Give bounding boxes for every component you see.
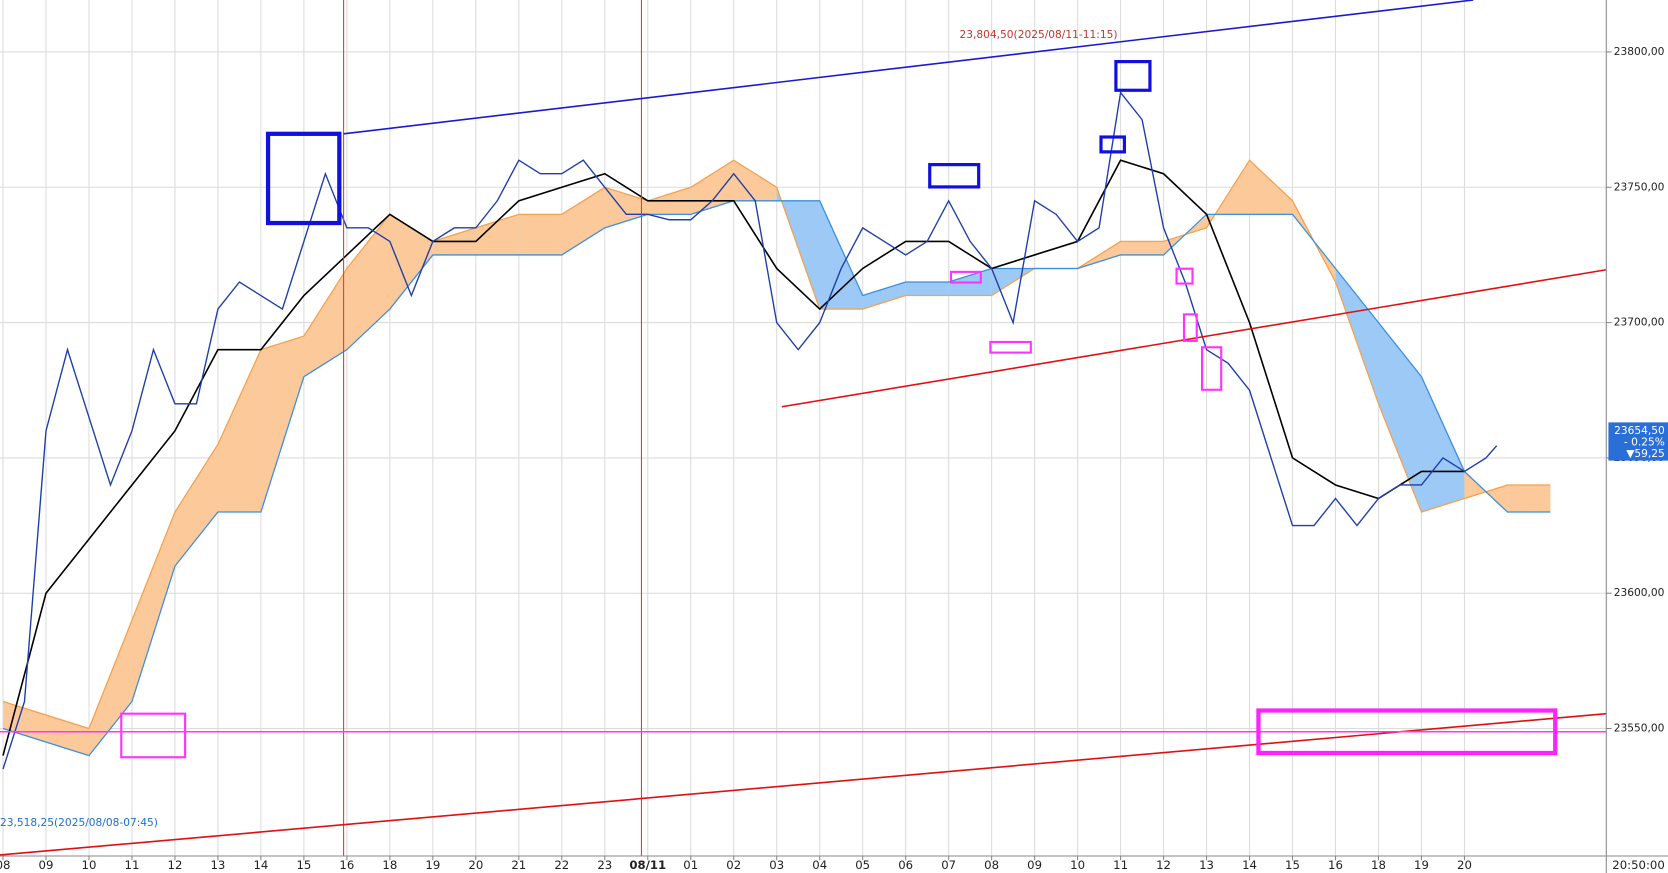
y-tick-label: 23750,00 [1614, 180, 1665, 193]
x-tick-label: 05 [855, 858, 870, 872]
x-tick-label: 21 [511, 858, 526, 872]
trend-line [343, 0, 1474, 135]
drawings [0, 0, 1607, 857]
y-tick-label: 23700,00 [1614, 316, 1665, 329]
x-tick-label: 02 [726, 858, 741, 872]
x-tick-label: 08/11 [629, 858, 666, 872]
cloud-segment [905, 281, 949, 296]
cloud-segment [1378, 322, 1422, 513]
cloud-segment [862, 281, 906, 310]
x-tick-label: 22 [554, 858, 569, 872]
cloud-segment [1335, 268, 1379, 404]
cloud-segment [3, 701, 89, 756]
x-tick-label: 10 [82, 858, 97, 872]
last-price-box [1608, 422, 1668, 461]
span-a [2, 159, 1551, 730]
box [928, 163, 981, 189]
box [1175, 267, 1194, 285]
x-tick-label: 08 [0, 858, 10, 872]
low-label: 23,518,25(2025/08/08-07:45) [0, 816, 158, 829]
x-tick-label: 20 [468, 858, 483, 872]
cloud [2, 159, 1551, 757]
last-price: 23654,50 [1614, 424, 1665, 437]
axis-labels: 08 09 10 11 12 13 14 15 16 18 19 20 21 22 23 08/11 01 02 0… [0, 45, 1665, 872]
y-tick-label: 23800,00 [1614, 45, 1665, 58]
x-tick-label: 18 [382, 858, 397, 872]
x-tick-label: 13 [1199, 858, 1214, 872]
x-tick-label: 16 [1328, 858, 1343, 872]
last-price: 23654,50- 0.25%▼59,25 [1608, 422, 1668, 461]
high-label: 23,804,50(2025/08/11-11:15) [960, 28, 1118, 41]
x-tick-label: 07 [941, 858, 956, 872]
x-tick-label: 09 [1027, 858, 1042, 872]
last-diff: ▼59,25 [1626, 447, 1665, 460]
y-tick-label: 23550,00 [1614, 722, 1665, 735]
x-tick-label: 19 [425, 858, 440, 872]
cloud-segment [561, 187, 605, 255]
x-tick-label: 18 [1371, 858, 1386, 872]
cloud-segment [1120, 241, 1164, 255]
grid [0, 0, 1607, 857]
box [989, 340, 1032, 354]
box [1114, 60, 1152, 92]
cloud-segment [389, 214, 433, 310]
cloud-segment [518, 214, 562, 255]
box [265, 131, 342, 226]
x-tick-label: 06 [898, 858, 913, 872]
x-tick-label: 11 [125, 858, 140, 872]
x-tick-label: 12 [1156, 858, 1171, 872]
cloud-segment [346, 214, 390, 350]
cloud-segment [1249, 160, 1293, 215]
box [120, 712, 187, 759]
base-line [2, 159, 1465, 756]
x-tick-label: 14 [1242, 858, 1257, 872]
cloud-segment [217, 349, 261, 513]
time-label: 20:50:00 [1612, 858, 1665, 872]
box [949, 270, 982, 284]
x-tick-label: 15 [1285, 858, 1300, 872]
lines [2, 90, 1498, 770]
cloud-segment [475, 214, 519, 255]
cloud-segment [131, 512, 175, 702]
x-tick-label: 12 [168, 858, 183, 872]
x-tick-label: 09 [39, 858, 54, 872]
x-tick-label: 19 [1414, 858, 1429, 872]
cloud-segment [819, 200, 863, 310]
box [1201, 346, 1223, 391]
trend-line [0, 712, 1607, 856]
cloud-segment [733, 160, 777, 201]
x-tick-label: 20 [1457, 858, 1472, 872]
x-tick-label: 08 [984, 858, 999, 872]
cloud-segment [1507, 484, 1551, 513]
last-change: - 0.25% [1624, 436, 1665, 449]
cloud-segment [174, 444, 218, 567]
x-tick-label: 16 [339, 858, 354, 872]
x-tick-label: 01 [683, 858, 698, 872]
cloud-segment [303, 268, 347, 377]
trend-line [781, 268, 1607, 408]
x-tick-label: 13 [210, 858, 225, 872]
x-tick-label: 15 [296, 858, 311, 872]
span-b [2, 200, 1551, 757]
box [1099, 135, 1127, 154]
price-line [2, 90, 1498, 770]
x-tick-label: 03 [769, 858, 784, 872]
x-tick-label: 04 [812, 858, 827, 872]
y-tick-label: 23600,00 [1614, 586, 1665, 599]
x-tick-label: 11 [1113, 858, 1128, 872]
box [1182, 313, 1198, 342]
box [1256, 708, 1558, 756]
cloud-segment [260, 336, 304, 513]
x-tick-label: 14 [253, 858, 268, 872]
x-tick-label: 10 [1070, 858, 1085, 872]
cloud-segment [1421, 376, 1465, 513]
x-tick-label: 23 [597, 858, 612, 872]
cloud-segment [88, 620, 132, 756]
